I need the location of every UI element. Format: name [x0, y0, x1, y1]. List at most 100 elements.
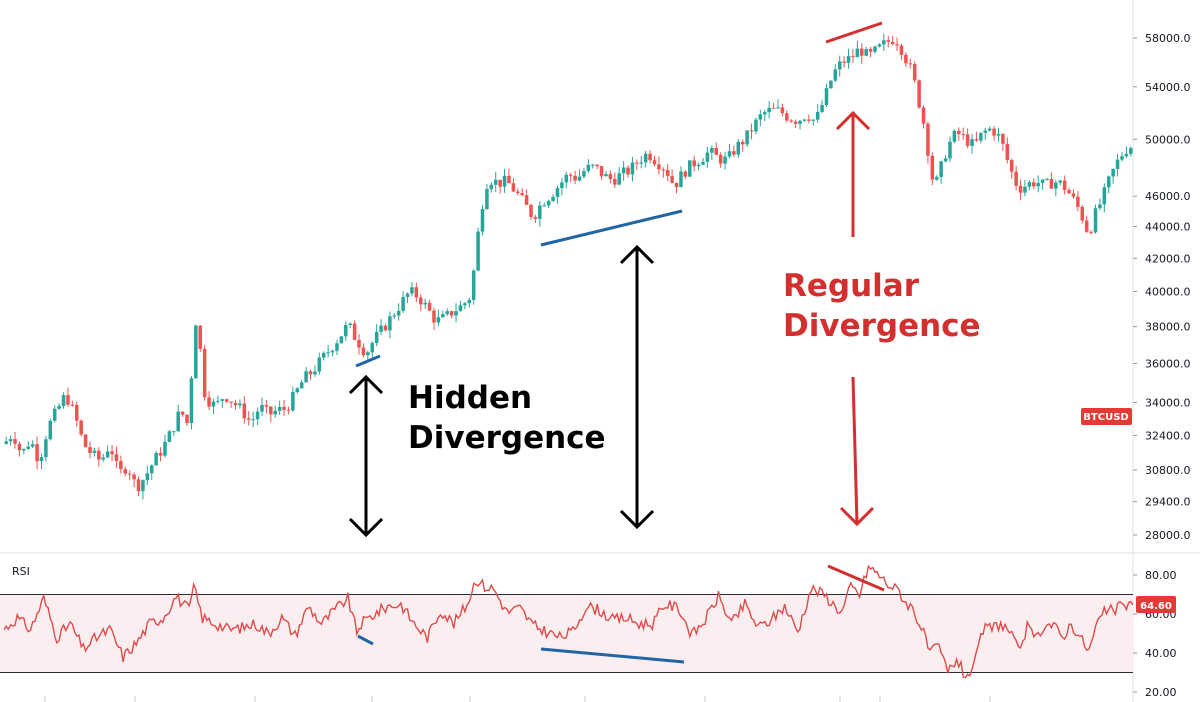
candle-body	[688, 160, 692, 177]
candle-body	[330, 350, 335, 353]
candle-body	[727, 151, 732, 157]
candle-body	[255, 411, 260, 420]
price-tick-label-10: 32400.0	[1145, 429, 1191, 442]
candle-body	[705, 152, 710, 162]
candle-body	[242, 403, 247, 419]
candle-body	[802, 119, 807, 121]
candle-body	[912, 64, 917, 81]
candle-body	[1093, 208, 1098, 233]
candle-body	[789, 120, 793, 122]
candle-body	[961, 134, 965, 136]
candle-body	[749, 130, 754, 132]
candle-body	[216, 400, 220, 402]
candle-body	[957, 130, 961, 135]
candle-body	[176, 411, 180, 432]
regular-div-rsi-line	[827, 564, 885, 592]
candle-body	[943, 158, 948, 162]
candle-body	[123, 469, 128, 474]
candle-body	[833, 69, 838, 81]
price-tick-label-9: 34000.0	[1145, 396, 1191, 409]
price-tick-label-7: 38000.0	[1145, 321, 1191, 334]
hidden-arrow-right-head-up	[619, 244, 655, 265]
candle-body	[202, 348, 207, 398]
candle-body	[454, 311, 458, 316]
candle-body	[88, 447, 92, 453]
candle-body	[476, 231, 480, 271]
candle-body	[317, 357, 322, 372]
candle-body	[723, 156, 727, 164]
candle-body	[811, 119, 816, 121]
candle-body	[560, 182, 564, 189]
rsi-value-tag	[1136, 596, 1176, 614]
candle-body	[899, 45, 904, 55]
candle-body	[948, 141, 952, 159]
symbol-tag	[1081, 408, 1132, 425]
candle-body	[846, 56, 851, 63]
candle-body	[1001, 134, 1005, 144]
candle-body	[701, 161, 705, 165]
candle-body	[1062, 180, 1067, 190]
candle-body	[374, 331, 379, 344]
candle-body	[44, 439, 48, 458]
candle-body	[855, 48, 860, 58]
candle-body	[979, 132, 983, 141]
candle-body	[776, 107, 780, 109]
candle-body	[648, 153, 652, 161]
candle-body	[564, 174, 569, 183]
candle-body	[710, 147, 714, 153]
candle-body	[754, 119, 758, 132]
candle-body	[61, 395, 66, 406]
candle-body	[917, 80, 921, 108]
candle-body	[555, 188, 560, 197]
candle-body	[992, 128, 996, 136]
candle-body	[105, 451, 110, 458]
candle-body	[299, 382, 304, 389]
rsi-band-fill	[0, 594, 1133, 673]
hidden-arrow-left-head-up	[348, 374, 384, 395]
candle-body	[904, 54, 908, 64]
candle-body	[304, 371, 308, 383]
candle-body	[308, 371, 313, 375]
candle-body	[172, 431, 176, 433]
candle-body	[577, 176, 582, 181]
candle-body	[1009, 160, 1014, 172]
candle-body	[238, 403, 242, 406]
regular-div-price-line	[825, 21, 883, 44]
candle-body	[626, 167, 630, 175]
candle-body	[1036, 182, 1040, 187]
candle-body	[427, 302, 432, 311]
candle-body	[683, 171, 688, 177]
candle-body	[167, 431, 172, 442]
candle-body	[48, 420, 53, 440]
candle-body	[132, 474, 136, 480]
candle-body	[75, 404, 79, 421]
candle-body	[921, 107, 926, 124]
candle-body	[339, 336, 344, 344]
candle-body	[762, 112, 767, 115]
candle-body	[463, 303, 467, 306]
candle-body	[158, 453, 163, 456]
candle-body	[538, 205, 542, 219]
candle-body	[467, 299, 472, 304]
candle-body	[908, 63, 913, 65]
candle-body	[39, 457, 44, 462]
candle-body	[114, 454, 119, 461]
candle-body	[401, 297, 405, 311]
candle-body	[282, 406, 286, 410]
candle-body	[758, 114, 763, 120]
candle-body	[608, 174, 613, 180]
candle-body	[599, 166, 604, 177]
price-tick-label-13: 28000.0	[1145, 529, 1191, 542]
candle-body	[264, 405, 269, 407]
regular-divergence-label-line-1: Regular	[783, 268, 920, 304]
candle-body	[613, 179, 617, 185]
candle-body	[1115, 159, 1120, 169]
candle-body	[335, 343, 339, 351]
candle-body	[952, 130, 957, 142]
candle-body	[586, 164, 591, 172]
candle-body	[361, 347, 366, 356]
candle-body	[864, 49, 868, 56]
candle-body	[441, 314, 445, 318]
candle-body	[1124, 153, 1129, 157]
candle-body	[52, 408, 57, 421]
